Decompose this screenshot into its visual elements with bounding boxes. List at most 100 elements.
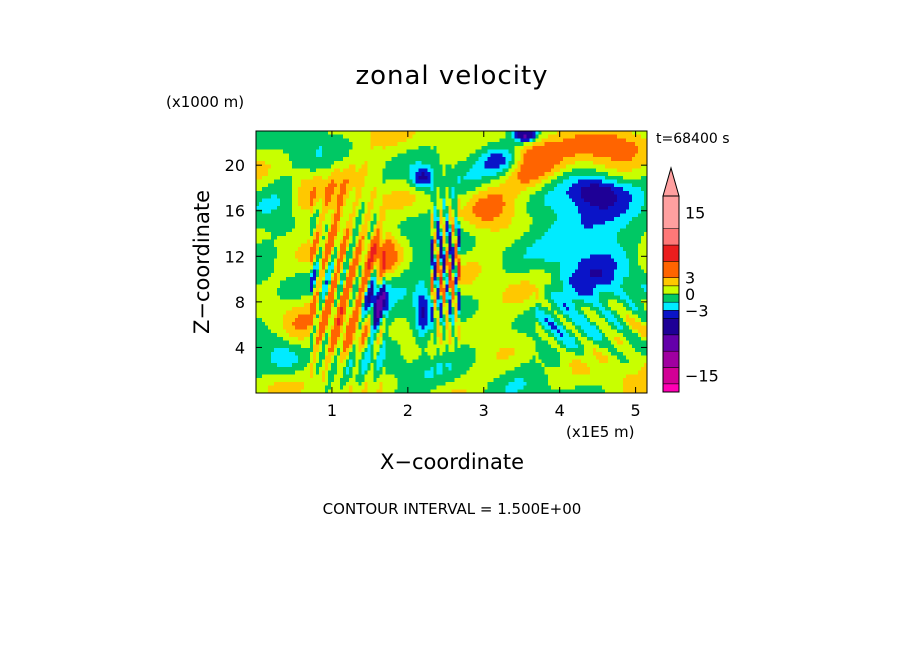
field-cell (268, 134, 272, 140)
field-cell (265, 202, 269, 207)
field-cell (448, 142, 453, 147)
field-cell (379, 175, 383, 181)
field-cell (319, 284, 323, 289)
field-cell (283, 355, 287, 360)
field-cell (322, 213, 326, 218)
field-cell (259, 325, 263, 330)
field-cell (307, 228, 311, 233)
field-cell (448, 172, 453, 177)
field-cell (262, 183, 266, 188)
field-cell (409, 378, 413, 383)
field-cell (358, 370, 362, 375)
field-cell (322, 355, 326, 360)
field-cell (466, 325, 471, 330)
field-cell (451, 131, 456, 136)
field-cell (439, 262, 444, 267)
field-cell (370, 217, 374, 222)
field-cell (274, 131, 278, 136)
field-cell (397, 172, 401, 177)
field-cell (289, 329, 293, 334)
field-cell (268, 363, 272, 368)
field-cell (409, 329, 413, 334)
field-cell (340, 179, 344, 184)
field-cell (355, 288, 359, 293)
field-cell (337, 280, 341, 286)
field-cell (334, 194, 338, 199)
field-cell (283, 276, 287, 282)
field-cell (295, 359, 299, 364)
field-cell (460, 220, 465, 226)
field-cell (349, 179, 353, 184)
field-cell (382, 134, 386, 140)
field-cell (352, 351, 356, 357)
field-cell (409, 235, 413, 241)
field-cell (370, 157, 374, 162)
field-cell (388, 310, 392, 315)
field-cell (259, 258, 263, 263)
field-cell (274, 187, 278, 192)
field-cell (310, 145, 314, 151)
field-cell (292, 145, 296, 151)
field-cell (409, 250, 413, 256)
field-cell (298, 258, 302, 263)
field-cell (325, 145, 329, 151)
field-cell (319, 378, 323, 383)
field-cell (304, 224, 308, 229)
field-cell (331, 145, 335, 151)
field-cell (442, 145, 447, 151)
field-cell (412, 344, 417, 349)
field-cell (430, 153, 435, 158)
field-cell (343, 190, 347, 196)
field-cell (457, 235, 462, 241)
field-cell (439, 205, 444, 211)
field-cell (289, 284, 293, 289)
field-cell (319, 351, 323, 357)
field-cell (430, 348, 435, 353)
field-cell (433, 142, 438, 147)
field-cell (280, 269, 284, 274)
field-cell (457, 247, 462, 252)
field-cell (433, 175, 438, 181)
field-cell (433, 265, 438, 271)
field-cell (382, 131, 386, 136)
field-cell (394, 310, 398, 315)
field-cell (298, 145, 302, 151)
field-cell (454, 269, 459, 274)
field-cell (316, 325, 320, 330)
field-cell (358, 284, 362, 289)
field-cell (295, 276, 299, 282)
field-cell (352, 160, 356, 166)
field-cell (280, 258, 284, 263)
field-cell (361, 160, 365, 166)
field-cell (319, 325, 323, 330)
field-cell (346, 160, 350, 166)
field-cell (259, 149, 263, 155)
field-cell (304, 145, 308, 151)
field-cell (415, 389, 420, 393)
field-cell (373, 314, 377, 319)
field-cell (349, 370, 353, 375)
field-cell (442, 187, 447, 192)
field-cell (433, 224, 438, 229)
field-cell (421, 138, 426, 143)
field-cell (346, 336, 350, 342)
field-cell (292, 325, 296, 330)
field-cell (448, 314, 453, 319)
field-cell (460, 198, 465, 203)
field-cell (460, 145, 465, 151)
field-cell (328, 198, 332, 203)
field-cell (379, 243, 383, 248)
field-cell (292, 250, 296, 256)
field-cell (460, 273, 465, 278)
field-cell (421, 318, 426, 323)
field-cell (424, 153, 429, 158)
field-cell (379, 254, 383, 259)
field-cell (271, 250, 275, 256)
field-cell (403, 157, 407, 162)
field-cell (370, 254, 374, 259)
field-cell (271, 160, 275, 166)
field-cell (439, 348, 444, 353)
field-cell (295, 247, 299, 252)
field-cell (367, 183, 371, 188)
